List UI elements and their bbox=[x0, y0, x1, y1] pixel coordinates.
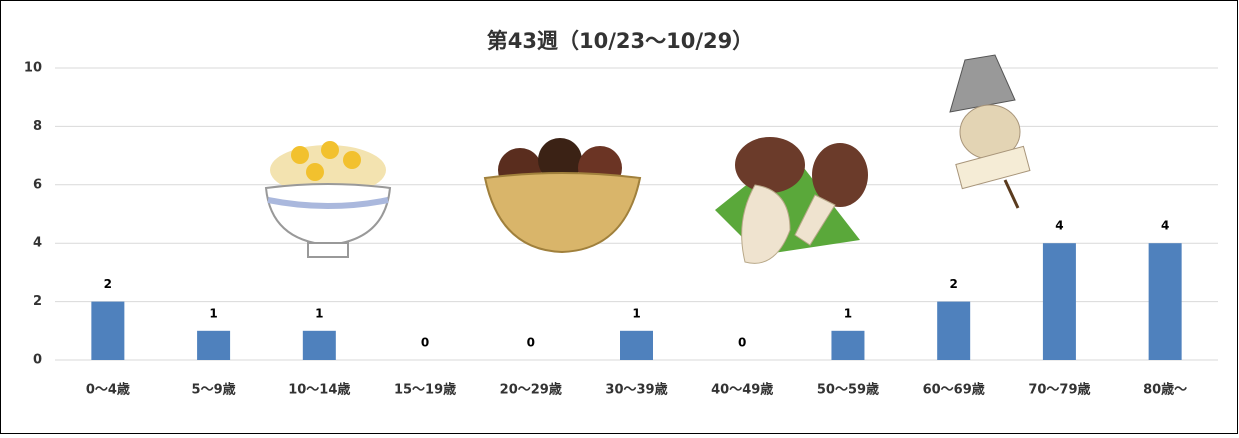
x-tick-label: 40～49歳 bbox=[711, 382, 773, 398]
bar bbox=[1043, 243, 1076, 360]
x-tick-label: 60～69歳 bbox=[923, 382, 985, 398]
data-label: 4 bbox=[1055, 219, 1063, 233]
data-label: 1 bbox=[844, 306, 852, 320]
data-label: 2 bbox=[950, 277, 958, 291]
bar bbox=[831, 331, 864, 360]
bar bbox=[620, 331, 653, 360]
data-label: 0 bbox=[527, 336, 535, 350]
x-tick-label: 10～14歳 bbox=[288, 382, 350, 398]
bar bbox=[937, 302, 970, 360]
bar bbox=[303, 331, 336, 360]
data-label: 1 bbox=[632, 306, 640, 320]
page: 第43週（10/23～10/29） 02468100～4歳25～9歳110～14… bbox=[0, 0, 1239, 438]
data-label: 0 bbox=[738, 336, 746, 350]
data-label: 1 bbox=[209, 306, 217, 320]
chart: 第43週（10/23～10/29） 02468100～4歳25～9歳110～14… bbox=[0, 0, 1239, 434]
chart-title: 第43週（10/23～10/29） bbox=[487, 29, 753, 53]
y-tick-label: 8 bbox=[33, 119, 42, 134]
x-tick-label: 5～9歳 bbox=[192, 382, 236, 398]
x-tick-label: 70～79歳 bbox=[1028, 382, 1090, 398]
y-tick-label: 10 bbox=[24, 61, 42, 76]
bar bbox=[1149, 243, 1182, 360]
y-tick-label: 4 bbox=[33, 236, 42, 251]
bar bbox=[91, 302, 124, 360]
y-tick-label: 0 bbox=[33, 353, 42, 368]
x-tick-label: 30～39歳 bbox=[605, 382, 667, 398]
data-label: 1 bbox=[315, 306, 323, 320]
data-label: 0 bbox=[421, 336, 429, 350]
y-tick-label: 6 bbox=[33, 177, 42, 192]
x-tick-label: 50～59歳 bbox=[817, 382, 879, 398]
x-tick-label: 80歳～ bbox=[1143, 382, 1187, 398]
y-tick-label: 2 bbox=[33, 294, 42, 309]
x-tick-label: 0～4歳 bbox=[86, 382, 130, 398]
x-tick-label: 15～19歳 bbox=[394, 382, 456, 398]
bar bbox=[197, 331, 230, 360]
data-label: 2 bbox=[104, 277, 112, 291]
data-label: 4 bbox=[1161, 219, 1169, 233]
x-tick-label: 20～29歳 bbox=[500, 382, 562, 398]
